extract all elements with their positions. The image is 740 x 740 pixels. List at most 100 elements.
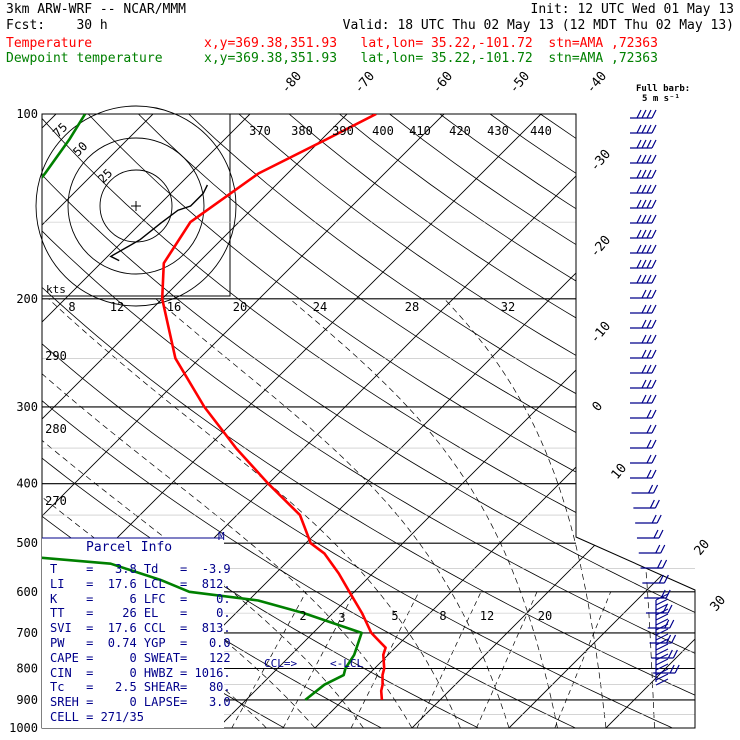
wind-barb-flag xyxy=(636,199,642,209)
mixing-ratio-line xyxy=(554,591,612,728)
theta-label: 400 xyxy=(372,124,394,138)
wind-barb-flag xyxy=(669,664,675,674)
mixing-ratio-line xyxy=(231,591,307,728)
wind-barb-flag xyxy=(654,499,660,509)
wind-barb-flag xyxy=(641,184,647,194)
wind-barb-flag xyxy=(636,229,642,239)
wind-barb-flag xyxy=(636,109,642,119)
isotherm-label: -80 xyxy=(279,69,306,97)
wind-barb-flag xyxy=(641,379,647,389)
wind-barb xyxy=(630,394,657,404)
wind-barb-low xyxy=(655,678,669,686)
wind-barb xyxy=(630,334,657,344)
wind-barb-flag xyxy=(636,184,642,194)
wind-barb xyxy=(630,304,657,314)
wind-barb-flag xyxy=(646,364,652,374)
mixing-ratio-label: 8 xyxy=(439,609,446,623)
wind-barb-flag xyxy=(666,634,672,644)
wind-barb xyxy=(630,259,657,269)
parcel-info-panel: Parcel Info T = 3.8 Td = -3.9 LI = 17.6 L… xyxy=(42,538,231,728)
ccl-marker: CCL=> xyxy=(264,657,297,670)
dewpoint-profile xyxy=(42,114,363,701)
wind-barb-flag xyxy=(671,634,677,644)
wind-barb-flag xyxy=(641,274,647,284)
wind-barb-low xyxy=(655,623,669,631)
wind-barb-low xyxy=(655,608,669,616)
wind-barb-low xyxy=(655,638,669,646)
theta-label: 370 xyxy=(249,124,271,138)
pressure-tick-label: 700 xyxy=(16,626,38,640)
wind-barb-flag xyxy=(651,154,657,164)
parcel-row: CAPE = 0 SWEAT= 122 xyxy=(50,650,231,665)
wind-barb-low xyxy=(655,598,669,606)
speed-tick-label: 32 xyxy=(501,300,515,314)
wind-barb xyxy=(653,664,680,674)
parcel-row: SVI = 17.6 CCL = 813. xyxy=(50,621,231,636)
parcel-row: LI = 17.6 LCL = 812. xyxy=(50,576,231,591)
wind-barb-flag xyxy=(641,169,647,179)
wind-barb xyxy=(630,409,657,419)
wind-barb-low xyxy=(655,613,669,621)
theta-label: 380 xyxy=(291,124,313,138)
wind-barb xyxy=(630,169,657,179)
parcel-m-label: M xyxy=(218,530,225,543)
wind-barb-flag xyxy=(641,364,647,374)
parcel-info-table: T = 3.8 Td = -3.9 LI = 17.6 LCL = 812. K =… xyxy=(50,562,231,710)
mixing-ratio-line xyxy=(476,591,538,728)
wind-barb-flag xyxy=(651,289,657,299)
speed-tick-label: 12 xyxy=(110,300,124,314)
wind-barb-flag xyxy=(660,544,666,554)
pressure-tick-label: 900 xyxy=(16,693,38,707)
isotherm-label: 30 xyxy=(708,593,730,615)
mixing-ratio-line xyxy=(350,591,420,728)
wind-barb-low xyxy=(655,668,669,676)
wind-barb-flag xyxy=(646,304,652,314)
wind-barb-flag xyxy=(657,559,663,569)
wind-barb xyxy=(630,154,657,164)
wind-barb-flag xyxy=(641,199,647,209)
wind-barb-flag xyxy=(641,229,647,239)
moist-adiabat xyxy=(702,299,708,728)
wind-barb xyxy=(630,364,657,374)
speed-tick-label: 24 xyxy=(313,300,327,314)
wind-barb-low xyxy=(655,603,669,611)
isotherm xyxy=(42,114,542,728)
isotherm xyxy=(217,114,695,728)
wind-barb-flag xyxy=(646,139,652,149)
wind-barb-low xyxy=(655,633,669,641)
wind-barb xyxy=(640,559,668,569)
wind-barb-low xyxy=(655,643,669,651)
wind-barb-flag xyxy=(656,514,662,524)
wind-barb-flag xyxy=(646,289,652,299)
wind-barb-flag xyxy=(641,334,647,344)
wind-barb-low xyxy=(655,653,669,661)
wind-barb-flag xyxy=(648,484,654,494)
isotherm-label: -50 xyxy=(507,69,534,97)
wind-barb-flag xyxy=(646,199,652,209)
wind-barb xyxy=(630,454,657,464)
wind-barb-flag xyxy=(636,214,642,224)
wind-barb-flag xyxy=(646,169,652,179)
wind-barb xyxy=(630,289,657,299)
wind-barb-flag xyxy=(636,274,642,284)
speed-tick-label: 8 xyxy=(68,300,75,314)
isotherm xyxy=(411,114,695,728)
init-time: Init: 12 UTC Wed 01 May 13 xyxy=(530,2,735,17)
wind-barb-flag xyxy=(664,619,670,629)
wind-barb-flag xyxy=(667,604,673,614)
wind-barb-flag xyxy=(653,484,659,494)
mixing-ratio-line xyxy=(282,591,356,728)
wind-barb-flag xyxy=(651,379,657,389)
speed-tick-label: 28 xyxy=(405,300,419,314)
mixing-ratio-label: 5 xyxy=(391,609,398,623)
parcel-row: CIN = 0 HWBZ = 1016. xyxy=(50,665,231,680)
wind-barb-flag xyxy=(636,139,642,149)
theta-label: 290 xyxy=(45,349,67,363)
isotherm xyxy=(703,114,740,728)
theta-label: 410 xyxy=(409,124,431,138)
isotherm-label: -70 xyxy=(352,69,379,97)
wind-barb-flag xyxy=(646,229,652,239)
wind-barb-low xyxy=(655,658,669,666)
mixing-ratio-label: 12 xyxy=(480,609,494,623)
